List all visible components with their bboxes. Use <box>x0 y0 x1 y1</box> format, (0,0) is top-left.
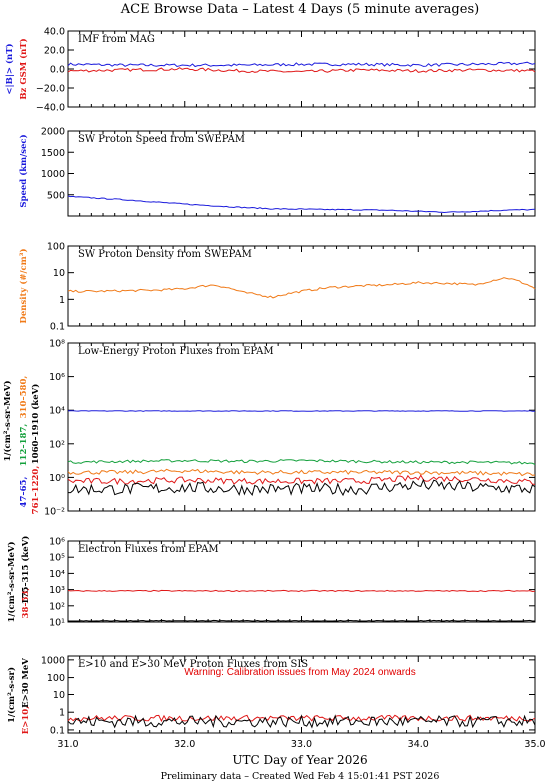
series-line-mag-0 <box>67 61 536 68</box>
y-axis-label: 175–315 (keV) <box>20 536 31 605</box>
x-tick-label: 34.0 <box>408 739 429 750</box>
series-line-density-0 <box>67 277 536 299</box>
y-tick-label: 10² <box>49 439 65 450</box>
y-axis-label: Density (#/cm³) <box>18 249 29 324</box>
y-tick-label: 10⁶ <box>49 537 65 548</box>
x-tick-label: 35.0 <box>524 739 545 750</box>
series-line-proton-4 <box>68 478 536 497</box>
y-tick-label: 2000 <box>41 127 65 138</box>
y-tick-label: 1500 <box>41 148 65 159</box>
panel-electron: Electron Fluxes from EPAM 10⁶ 10⁵ 10⁴ 10³ 10²… <box>6 536 536 629</box>
panel-title: IMF from MAG <box>78 34 155 45</box>
panel-title: SW Proton Speed from SWEPAM <box>78 134 245 145</box>
x-axis-title: UTC Day of Year 2026 <box>232 753 367 767</box>
y-tick-label: 100 <box>47 673 65 684</box>
series-line-proton-0 <box>67 410 535 412</box>
panel-title: Electron Fluxes from EPAM <box>78 544 219 555</box>
y-tick-label: 10 <box>53 690 65 701</box>
calibration-warning: Warning: Calibration issues from May 202… <box>184 667 415 678</box>
y-axis-label: E>10, <box>21 706 31 734</box>
y-tick-label: 0.1 <box>50 322 65 333</box>
panel-title: SW Proton Density from SWEPAM <box>78 249 252 260</box>
series-line-proton-2 <box>67 468 536 477</box>
y-tick-label: −20.0 <box>36 84 65 95</box>
y-tick-label: 1000 <box>41 655 65 666</box>
panel-mag: IMF from MAG 40.0 20.0 0.0 −20.0 −40.0 <|B|> (… <box>4 27 536 114</box>
y-axis-label: <|B|> (nT) <box>4 43 15 94</box>
y-tick-label: 500 <box>47 190 65 201</box>
y-axis-label: 38–53, <box>21 588 31 619</box>
y-tick-label: 10 <box>53 268 65 279</box>
y-tick-label: 10⁸ <box>49 339 65 350</box>
y-axis-label: 1/(cm²-s-sr-MeV) <box>2 381 13 462</box>
y-axis-label: E>30 MeV <box>21 658 31 708</box>
y-axis-label: 1/(cm²-s-sr-MeV) <box>6 542 17 623</box>
y-tick-label: 10¹ <box>49 618 65 629</box>
panel-title: E>10 and E>30 MeV Proton Fluxes from SIS <box>78 659 308 670</box>
y-tick-label: 40.0 <box>44 27 65 38</box>
y-tick-label: 1 <box>59 295 65 306</box>
y-axis-label: 1060–1910 (keV) <box>30 384 41 464</box>
figure-title: ACE Browse Data – Latest 4 Days (5 minut… <box>120 2 479 17</box>
x-tick-label: 32.0 <box>174 739 195 750</box>
y-tick-label: 100 <box>47 242 65 253</box>
x-tick-label: 31.0 <box>57 739 78 750</box>
y-tick-label: 20.0 <box>44 46 65 57</box>
panel-density: SW Proton Density from SWEPAM 100 10 1 0.1 De… <box>18 242 536 333</box>
y-axis-label: 310–580, <box>19 376 29 419</box>
y-axis-label: Speed (km/sec) <box>18 134 29 207</box>
series-line-mag-1 <box>67 67 536 73</box>
y-axis-label: 761–1220, <box>31 466 41 515</box>
y-axis-label: 112–187, <box>19 424 29 467</box>
panel-title: Low-Energy Proton Fluxes from EPAM <box>78 346 274 357</box>
y-tick-label: 1000 <box>41 169 65 180</box>
y-tick-label: −40.0 <box>36 103 65 114</box>
y-tick-label: 10⁶ <box>49 372 65 383</box>
footer-text: Preliminary data – Created Wed Feb 4 15:… <box>161 771 440 782</box>
panel-sis: E>10 and E>30 MeV Proton Fluxes from SIS… <box>6 655 536 736</box>
panel-speed: SW Proton Speed from SWEPAM 2000 1500 1000 5… <box>18 127 536 217</box>
y-tick-label: 10⁴ <box>49 406 65 417</box>
series-line-electron-1 <box>68 619 535 622</box>
series-line-sis-1 <box>67 714 536 729</box>
y-tick-label: 0.1 <box>50 725 65 736</box>
y-axis-label: Bz GSM (nT) <box>18 38 29 99</box>
panel-proton: Low-Energy Proton Fluxes from EPAM 10⁸ 10⁶… <box>2 339 536 518</box>
y-tick-label: 10⁵ <box>49 553 65 564</box>
y-axis-label: 1/(cm²-s-sr) <box>6 667 17 723</box>
series-line-proton-1 <box>67 459 536 465</box>
y-axis-label: 47–65, <box>19 477 29 508</box>
plot-frame <box>67 342 536 512</box>
panels-group: IMF from MAG 40.0 20.0 0.0 −20.0 −40.0 <|B|> (… <box>2 27 546 751</box>
y-tick-label: 0.0 <box>50 65 65 76</box>
y-tick-label: 10⁴ <box>49 569 65 580</box>
y-tick-label: 10³ <box>49 585 65 596</box>
x-tick-label: 33.0 <box>291 739 312 750</box>
y-tick-label: 10⁻² <box>44 507 65 518</box>
y-tick-label: 1 <box>59 708 65 719</box>
series-line-electron-0 <box>67 589 536 593</box>
y-tick-label: 10² <box>49 601 65 612</box>
series-line-proton-3 <box>67 474 536 486</box>
series-line-speed-0 <box>67 195 536 214</box>
y-tick-label: 10⁰ <box>49 473 65 484</box>
